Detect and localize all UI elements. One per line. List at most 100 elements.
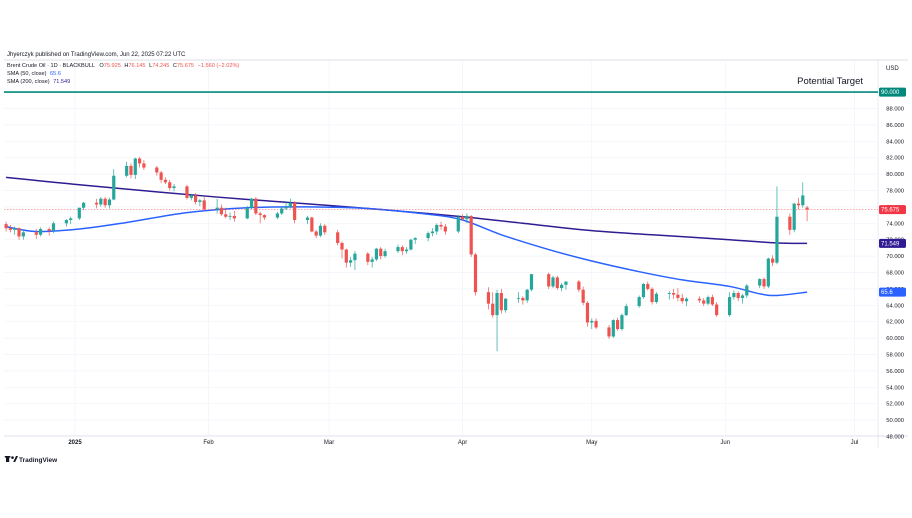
candle: [155, 165, 159, 176]
candle: [69, 216, 73, 225]
candle-body: [684, 298, 689, 302]
candle-body: [456, 216, 460, 232]
y-tick-label: 58.000: [886, 353, 904, 359]
y-tick-label: 80.000: [886, 172, 904, 178]
candle: [215, 198, 219, 214]
candle: [727, 292, 732, 317]
candle: [607, 324, 611, 339]
candle-body: [125, 165, 129, 176]
candle-body: [8, 228, 13, 230]
candle: [193, 192, 198, 205]
candle: [34, 229, 38, 239]
candle: [366, 252, 370, 266]
candle: [616, 317, 620, 331]
candle-body: [404, 249, 409, 252]
target-price-tag-bg: [879, 87, 906, 97]
candle: [344, 248, 348, 268]
candle-body: [529, 274, 534, 290]
candle: [667, 291, 671, 300]
candle: [293, 201, 297, 224]
candle-body: [305, 217, 310, 221]
candle-body: [671, 293, 676, 295]
candle: [383, 248, 387, 258]
target-price-tag: 90.000: [879, 87, 906, 97]
candle: [516, 292, 521, 303]
x-tick-label: Mar: [324, 440, 334, 446]
candle-body: [185, 186, 189, 198]
candle: [232, 211, 236, 222]
candle: [650, 287, 654, 305]
candle-body: [198, 200, 202, 202]
legend-change: −1.560 (−2.02%): [198, 63, 240, 69]
target-level: [4, 91, 878, 210]
y-tick-label: 52.000: [886, 402, 904, 408]
candle-body: [667, 293, 671, 294]
legend-sma50-value: 65.6: [50, 71, 61, 77]
candle-body: [706, 297, 710, 304]
candle: [706, 295, 710, 306]
tradingview-logo-text: TradingView: [19, 457, 58, 464]
candle: [305, 215, 310, 225]
candle: [620, 313, 624, 331]
candlesticks: [4, 156, 809, 352]
candle-body: [224, 214, 228, 217]
candle-body: [400, 247, 404, 252]
candle-body: [594, 320, 598, 328]
candle: [379, 247, 383, 260]
y-tick-label: 74.000: [886, 221, 904, 227]
candle-body: [280, 208, 284, 214]
target-price-tag-label: 90.000: [881, 90, 900, 96]
candle: [788, 213, 792, 235]
candle-body: [17, 228, 21, 237]
candle-body: [77, 207, 81, 219]
candle-body: [745, 285, 749, 296]
candle: [525, 288, 529, 303]
potential-target-annotation: Potential Target: [797, 76, 863, 87]
candle-body: [805, 207, 809, 210]
candle-body: [581, 289, 585, 303]
y-tick-label: 78.000: [886, 189, 904, 195]
candle: [740, 293, 745, 304]
candle-body: [504, 298, 508, 311]
candle: [314, 229, 318, 239]
publisher-line: Jhyerczyk published on TradingView.com, …: [7, 52, 186, 58]
candle: [710, 294, 714, 307]
y-tick-label: 64.000: [886, 303, 904, 309]
legend-l-value: 74.245: [152, 63, 169, 69]
x-tick-label: 2025: [68, 440, 82, 446]
candle-body: [293, 202, 297, 221]
candle-body: [702, 300, 706, 304]
candle-body: [486, 292, 491, 304]
candle: [107, 197, 112, 209]
candle-body: [715, 304, 719, 316]
candle-body: [555, 277, 559, 289]
candle: [555, 275, 559, 290]
legend-sma200-value: 71.549: [53, 79, 70, 85]
candle-body: [611, 320, 615, 337]
candle-body: [112, 175, 116, 200]
y-tick-label: 84.000: [886, 139, 904, 145]
legend-c-value: 75.675: [177, 63, 194, 69]
candle-body: [473, 254, 478, 293]
candle: [219, 204, 224, 216]
candle: [38, 227, 43, 237]
candle-body: [521, 297, 525, 301]
legend-sma50-row: SMA (50, close) 65.6: [7, 71, 61, 77]
y-tick-label: 88.000: [886, 107, 904, 113]
candle: [676, 288, 680, 302]
candle-body: [129, 165, 133, 175]
candle: [499, 288, 503, 314]
legend-o-value: 75.925: [104, 63, 121, 69]
candle: [792, 202, 796, 233]
candle: [288, 198, 292, 209]
candle: [495, 289, 499, 352]
candle: [560, 283, 564, 292]
candle-body: [646, 283, 650, 289]
legend-main-row: Brent Crude Oil · 1D · BLACKBULL O75.925…: [7, 63, 239, 69]
grid: [4, 60, 878, 437]
candle: [766, 257, 770, 289]
candle: [13, 226, 17, 235]
candle: [168, 179, 172, 191]
candle: [77, 207, 81, 221]
candle: [185, 184, 189, 200]
